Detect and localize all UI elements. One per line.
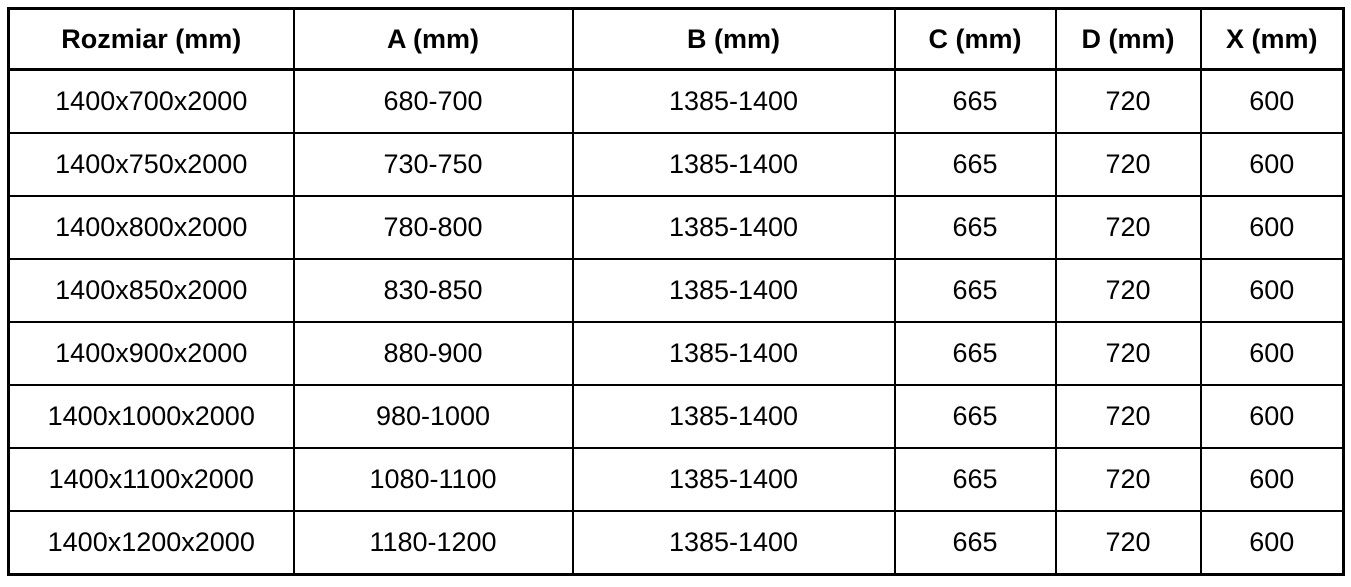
table-row: 1400x900x2000 880-900 1385-1400 665 720 … — [7, 321, 1345, 386]
table-cell-a: 830-850 — [292, 258, 574, 323]
table-cell-rozmiar: 1400x1200x2000 — [7, 510, 295, 576]
table-cell-rozmiar: 1400x900x2000 — [7, 321, 295, 386]
table-cell-c: 665 — [893, 447, 1057, 512]
table-cell-a: 980-1000 — [292, 384, 574, 449]
table-row: 1400x1000x2000 980-1000 1385-1400 665 72… — [7, 384, 1345, 449]
table-row: 1400x1100x2000 1080-1100 1385-1400 665 7… — [7, 447, 1345, 512]
table-cell-rozmiar: 1400x1000x2000 — [7, 384, 295, 449]
column-header-b: B (mm) — [571, 7, 896, 71]
table-cell-b: 1385-1400 — [571, 321, 896, 386]
table-cell-b: 1385-1400 — [571, 195, 896, 260]
table-cell-b: 1385-1400 — [571, 384, 896, 449]
table-cell-c: 665 — [893, 510, 1057, 576]
table-cell-b: 1385-1400 — [571, 510, 896, 576]
table-cell-d: 720 — [1054, 68, 1202, 134]
table-cell-c: 665 — [893, 258, 1057, 323]
table-cell-a: 1180-1200 — [292, 510, 574, 576]
table-cell-c: 665 — [893, 195, 1057, 260]
table-cell-c: 665 — [893, 68, 1057, 134]
table-row: 1400x850x2000 830-850 1385-1400 665 720 … — [7, 258, 1345, 323]
table-cell-a: 680-700 — [292, 68, 574, 134]
table-header-row: Rozmiar (mm) A (mm) B (mm) C (mm) D (mm)… — [7, 7, 1345, 71]
table-cell-rozmiar: 1400x1100x2000 — [7, 447, 295, 512]
table-cell-a: 780-800 — [292, 195, 574, 260]
table-cell-x: 600 — [1199, 510, 1345, 576]
column-header-d: D (mm) — [1054, 7, 1202, 71]
table-cell-b: 1385-1400 — [571, 258, 896, 323]
column-header-c: C (mm) — [893, 7, 1057, 71]
table-cell-rozmiar: 1400x800x2000 — [7, 195, 295, 260]
column-header-a: A (mm) — [292, 7, 574, 71]
table-cell-a: 880-900 — [292, 321, 574, 386]
table-cell-a: 1080-1100 — [292, 447, 574, 512]
table-cell-x: 600 — [1199, 384, 1345, 449]
table-cell-d: 720 — [1054, 258, 1202, 323]
table-cell-x: 600 — [1199, 195, 1345, 260]
table-row: 1400x800x2000 780-800 1385-1400 665 720 … — [7, 195, 1345, 260]
table-cell-x: 600 — [1199, 68, 1345, 134]
table-cell-x: 600 — [1199, 321, 1345, 386]
table-cell-b: 1385-1400 — [571, 447, 896, 512]
table-cell-x: 600 — [1199, 132, 1345, 197]
table-cell-d: 720 — [1054, 384, 1202, 449]
dimensions-table: Rozmiar (mm) A (mm) B (mm) C (mm) D (mm)… — [7, 7, 1345, 576]
table-cell-c: 665 — [893, 132, 1057, 197]
table-cell-a: 730-750 — [292, 132, 574, 197]
table-cell-b: 1385-1400 — [571, 68, 896, 134]
table-cell-rozmiar: 1400x850x2000 — [7, 258, 295, 323]
column-header-x: X (mm) — [1199, 7, 1345, 71]
column-header-rozmiar: Rozmiar (mm) — [7, 7, 295, 71]
table-cell-d: 720 — [1054, 195, 1202, 260]
table-row: 1400x1200x2000 1180-1200 1385-1400 665 7… — [7, 510, 1345, 576]
table-cell-c: 665 — [893, 321, 1057, 386]
table-cell-b: 1385-1400 — [571, 132, 896, 197]
table-row: 1400x750x2000 730-750 1385-1400 665 720 … — [7, 132, 1345, 197]
table-cell-d: 720 — [1054, 447, 1202, 512]
table-cell-rozmiar: 1400x700x2000 — [7, 68, 295, 134]
table-cell-x: 600 — [1199, 258, 1345, 323]
table-cell-d: 720 — [1054, 132, 1202, 197]
table-cell-c: 665 — [893, 384, 1057, 449]
table-cell-d: 720 — [1054, 510, 1202, 576]
table-row: 1400x700x2000 680-700 1385-1400 665 720 … — [7, 68, 1345, 134]
table-cell-d: 720 — [1054, 321, 1202, 386]
table-cell-rozmiar: 1400x750x2000 — [7, 132, 295, 197]
table-cell-x: 600 — [1199, 447, 1345, 512]
